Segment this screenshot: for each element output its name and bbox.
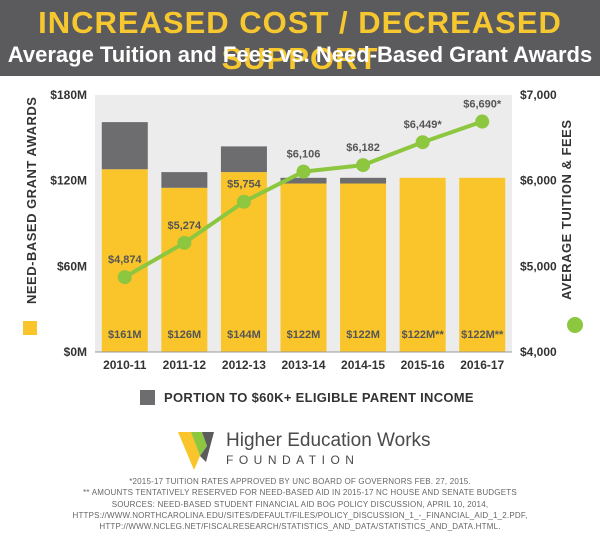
legend-swatch-portion (140, 389, 155, 405)
x-tick-label: 2015-16 (401, 358, 445, 372)
bar-need-based-grant (101, 169, 148, 352)
x-tick-label: 2010-11 (103, 358, 147, 372)
logo-subtitle: FOUNDATION (226, 453, 360, 467)
left-tick-label: $0M (64, 345, 87, 359)
x-tick-label: 2016-17 (460, 358, 504, 372)
tuition-value-label: $6,106 (287, 149, 321, 161)
left-tick-label: $120M (50, 174, 87, 188)
combo-chart: $0M $60M $120M $180M $4,000 $5,000 $6,000 $7,00… (23, 88, 583, 372)
bar-portion-60k (280, 177, 327, 184)
bar-value-label: $161M (108, 329, 142, 341)
bar-portion-60k (101, 122, 148, 170)
hew-logo-icon (178, 432, 214, 470)
tuition-point (177, 235, 192, 250)
tuition-point (236, 194, 251, 209)
tuition-value-label: $5,754 (227, 179, 262, 191)
right-tick-label: $4,000 (520, 345, 557, 359)
bar-need-based-grant (399, 177, 446, 352)
left-tick-label: $180M (50, 88, 87, 102)
tuition-point (415, 135, 430, 150)
footnote-5: HTTP://WWW.NCLEG.NET/FISCALRESEARCH/STAT… (99, 522, 501, 531)
x-tick-label: 2012-13 (222, 358, 266, 372)
right-tick-label: $7,000 (520, 88, 557, 102)
bar-portion-60k (220, 146, 267, 173)
x-tick-label: 2011-12 (163, 358, 207, 372)
bar-portion-60k (161, 172, 208, 188)
right-tick-label: $6,000 (520, 174, 557, 188)
header-banner: INCREASED COST / DECREASED SUPPORT Avera… (0, 0, 600, 76)
bar-value-label: $122M (346, 329, 380, 341)
bar-value-label: $126M (168, 329, 202, 341)
right-tick-label: $5,000 (520, 259, 557, 273)
chart-subtitle: Average Tuition and Fees vs. Need-Based … (7, 42, 593, 67)
tuition-value-label: $5,274 (168, 220, 203, 232)
hew-logo: Higher Education Works FOUNDATION (178, 426, 438, 470)
left-axis-title: NEED-BASED GRANT AWARDS (24, 97, 39, 304)
legend-portion: PORTION TO $60K+ ELIGIBLE PARENT INCOME (140, 389, 474, 405)
bar-portion-60k (340, 177, 387, 184)
tuition-value-label: $4,874 (108, 254, 143, 266)
logo-name: Higher Education Works (226, 430, 431, 451)
footnote-1: *2015-17 TUITION RATES APPROVED BY UNC B… (129, 477, 471, 486)
tuition-value-label: $6,449* (404, 119, 443, 131)
bar-value-label: $122M** (402, 329, 445, 341)
right-axis-title: AVERAGE TUITION & FEES (559, 120, 574, 301)
right-axis-legend-marker (567, 317, 583, 333)
tuition-point (475, 114, 490, 129)
bar-value-label: $122M (287, 329, 321, 341)
bar-need-based-grant (161, 187, 208, 352)
tuition-point (296, 164, 311, 179)
left-axis-legend-swatch (23, 321, 37, 335)
tuition-value-label: $6,690* (463, 99, 502, 111)
x-tick-label: 2014-15 (341, 358, 385, 372)
x-tick-label: 2013-14 (281, 358, 325, 372)
bar-value-label: $122M** (461, 329, 504, 341)
bar-need-based-grant (340, 183, 387, 352)
tuition-value-label: $6,182 (346, 142, 380, 154)
chart-title: INCREASED COST / DECREASED SUPPORT (38, 5, 562, 76)
footnote-2: ** AMOUNTS TENTATIVELY RESERVED FOR NEED… (83, 488, 517, 497)
bar-need-based-grant (459, 177, 506, 352)
tuition-point (356, 158, 371, 173)
footnote-4: HTTPS://WWW.NORTHCAROLINA.EDU/SITES/DEFA… (72, 511, 528, 520)
tuition-point (117, 270, 132, 285)
bar-need-based-grant (280, 183, 327, 352)
left-tick-label: $60M (57, 259, 87, 273)
bar-value-label: $144M (227, 329, 261, 341)
footnote-3: SOURCES: NEED-BASED STUDENT FINANCIAL AI… (111, 500, 489, 509)
legend-label-portion: PORTION TO $60K+ ELIGIBLE PARENT INCOME (164, 389, 474, 405)
